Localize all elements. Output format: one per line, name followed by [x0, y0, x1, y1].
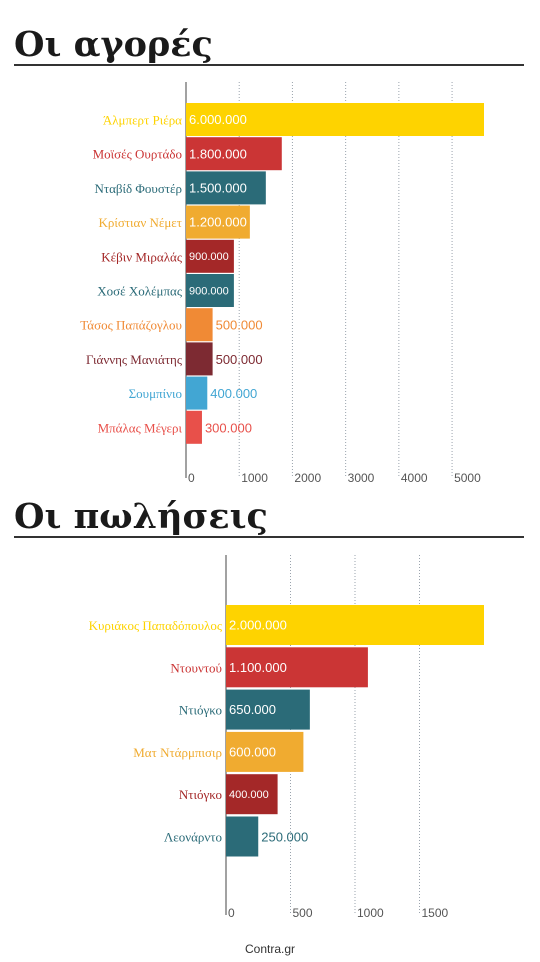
chart-2-title: Οι πωλήσεις: [14, 496, 268, 537]
data-label: 1.200.000: [189, 215, 247, 230]
data-label: 900.000: [189, 285, 229, 297]
data-label: 600.000: [229, 744, 276, 759]
category-label: Κυριάκος Παπαδόπουλος: [89, 618, 223, 633]
bar: [226, 605, 484, 645]
data-label: 500.000: [216, 318, 263, 333]
bar: [186, 137, 282, 171]
category-label: Κρίστιαν Νέμετ: [98, 215, 182, 230]
source-credit: Contra.gr: [244, 942, 296, 956]
category-label: Νταβίδ Φουστέρ: [94, 181, 182, 196]
category-label: Λεονάρντο: [164, 830, 222, 845]
data-label: 300.000: [205, 420, 252, 435]
x-tick-label: 4000: [401, 471, 428, 485]
data-label: 1.500.000: [189, 180, 247, 195]
title-rule: [14, 536, 524, 538]
data-label: 500.000: [216, 352, 263, 367]
data-label: 250.000: [261, 830, 308, 845]
bar: [186, 205, 250, 239]
bar: [226, 774, 278, 815]
x-tick-label: 1000: [241, 471, 268, 485]
category-label: Χοσέ Χολέμπας: [97, 284, 183, 299]
category-label: Ντιόγκο: [179, 787, 222, 802]
category-label: Ματ Ντάρμπισιρ: [133, 745, 222, 760]
bar: [186, 410, 202, 444]
data-label: 650.000: [229, 702, 276, 717]
category-label: Ντουντού: [170, 660, 222, 675]
category-label: Μοϊσές Ουρτάδο: [93, 147, 182, 162]
bar: [186, 308, 213, 342]
sales-chart: 0 500 1000 1500 Κυριάκος Παπαδόπουλος 2.000.0…: [89, 555, 484, 920]
data-label: 2.000.000: [229, 618, 287, 633]
bar: [186, 171, 266, 205]
category-label: Γιάννης Μανιάτης: [86, 352, 183, 367]
data-label: 1.800.000: [189, 146, 247, 161]
bar: [186, 376, 208, 410]
x-tick-label: 2000: [294, 471, 321, 485]
bar: [186, 103, 484, 136]
bar: [226, 647, 368, 688]
x-tick-label: 5000: [454, 471, 481, 485]
x-tick-label: 0: [188, 471, 195, 485]
category-label: Κέβιν Μιραλάς: [101, 249, 183, 264]
category-label: Τάσος Παπάζογλου: [80, 318, 182, 333]
data-label: 400.000: [210, 386, 257, 401]
x-tick-label: 500: [293, 906, 313, 920]
data-label: 400.000: [229, 789, 269, 801]
chart-1-title: Οι αγορές: [14, 24, 213, 65]
data-label: 1.100.000: [229, 660, 287, 675]
category-label: Άλμπερτ Ριέρα: [103, 113, 182, 128]
x-tick-label: 3000: [348, 471, 375, 485]
x-tick-label: 0: [228, 906, 235, 920]
purchases-chart: 0 1000 2000 3000 4000 5000 Άλμπερτ Ριέρα 6.000.…: [80, 82, 484, 485]
bar: [186, 239, 234, 273]
category-label: Σουμπίνιο: [129, 386, 182, 401]
bar: [186, 342, 213, 376]
title-rule: [14, 64, 524, 66]
bar: [226, 689, 310, 730]
category-label: Ντιόγκο: [179, 703, 222, 718]
data-label: 6.000.000: [189, 112, 247, 127]
category-label: Μπάλας Μέγερι: [98, 420, 183, 435]
bar: [226, 816, 259, 857]
data-label: 900.000: [189, 251, 229, 263]
bar: [226, 731, 304, 772]
x-tick-label: 1000: [357, 906, 384, 920]
x-tick-label: 1500: [422, 906, 449, 920]
bar: [186, 274, 234, 307]
